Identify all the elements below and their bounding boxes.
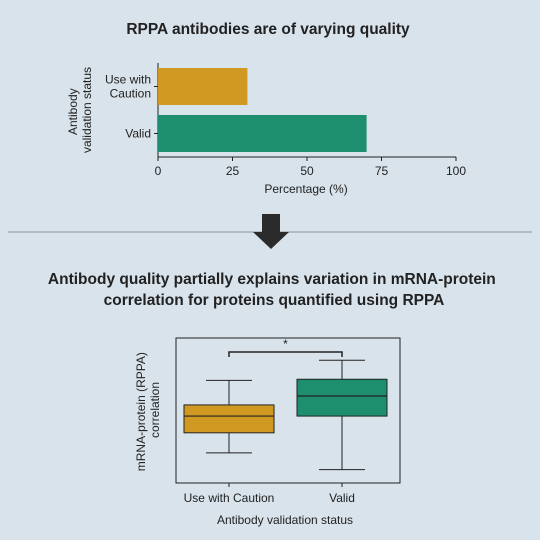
bar-y-tick-label: Valid [125,127,151,141]
bar-chart: Percentage (%) Antibody validation statu… [66,63,466,196]
bar-y-tick-label-line: Valid [125,127,151,141]
bar-x-tick-label: 25 [226,164,240,178]
bar-y-axis-label: Antibody validation status [66,67,94,153]
box-y-axis-label-line-1: mRNA-protein (RPPA) [134,352,148,471]
box-y-axis-label: mRNA-protein (RPPA) correlation [134,349,162,471]
bar-x-axis-label: Percentage (%) [264,182,347,196]
down-arrow-icon [253,214,289,249]
box-use-with-caution [183,404,275,434]
box-x-tick-label: Use with Caution [184,491,275,505]
bar-y-tick-label: Use with Caution [105,73,151,101]
bar-y-axis-label-line-2: validation status [80,67,94,153]
bar-use-with-caution [158,68,248,105]
top-panel-title: RPPA antibodies are of varying quality [126,21,410,38]
bar-y-tick-label-line: Use with [105,73,151,87]
bar-y-axis-label-line-1: Antibody [66,88,80,135]
box-valid [296,378,388,417]
significance-bracket [228,351,343,357]
box-chart: Antibody validation status mRNA-protein … [134,337,401,527]
box-x-axis-label: Antibody validation status [217,513,353,527]
bar-x-tick-label: 0 [155,164,162,178]
box-y-axis-label-line-2: correlation [148,382,162,438]
significance-star: * [283,337,288,351]
bar-x-tick-label: 75 [375,164,389,178]
bottom-panel-title-line-1: Antibody quality partially explains vari… [48,271,496,288]
bottom-panel-title: Antibody quality partially explains vari… [48,271,500,309]
bar-y-tick-label-line: Caution [110,87,151,101]
box-plot-frame [175,337,401,484]
bar-valid [158,115,367,152]
box-x-tick-label: Valid [329,491,355,505]
bottom-panel-title-line-2: correlation for proteins quantified usin… [104,292,445,309]
bar-x-tick-label: 50 [300,164,314,178]
bar-x-tick-label: 100 [446,164,466,178]
